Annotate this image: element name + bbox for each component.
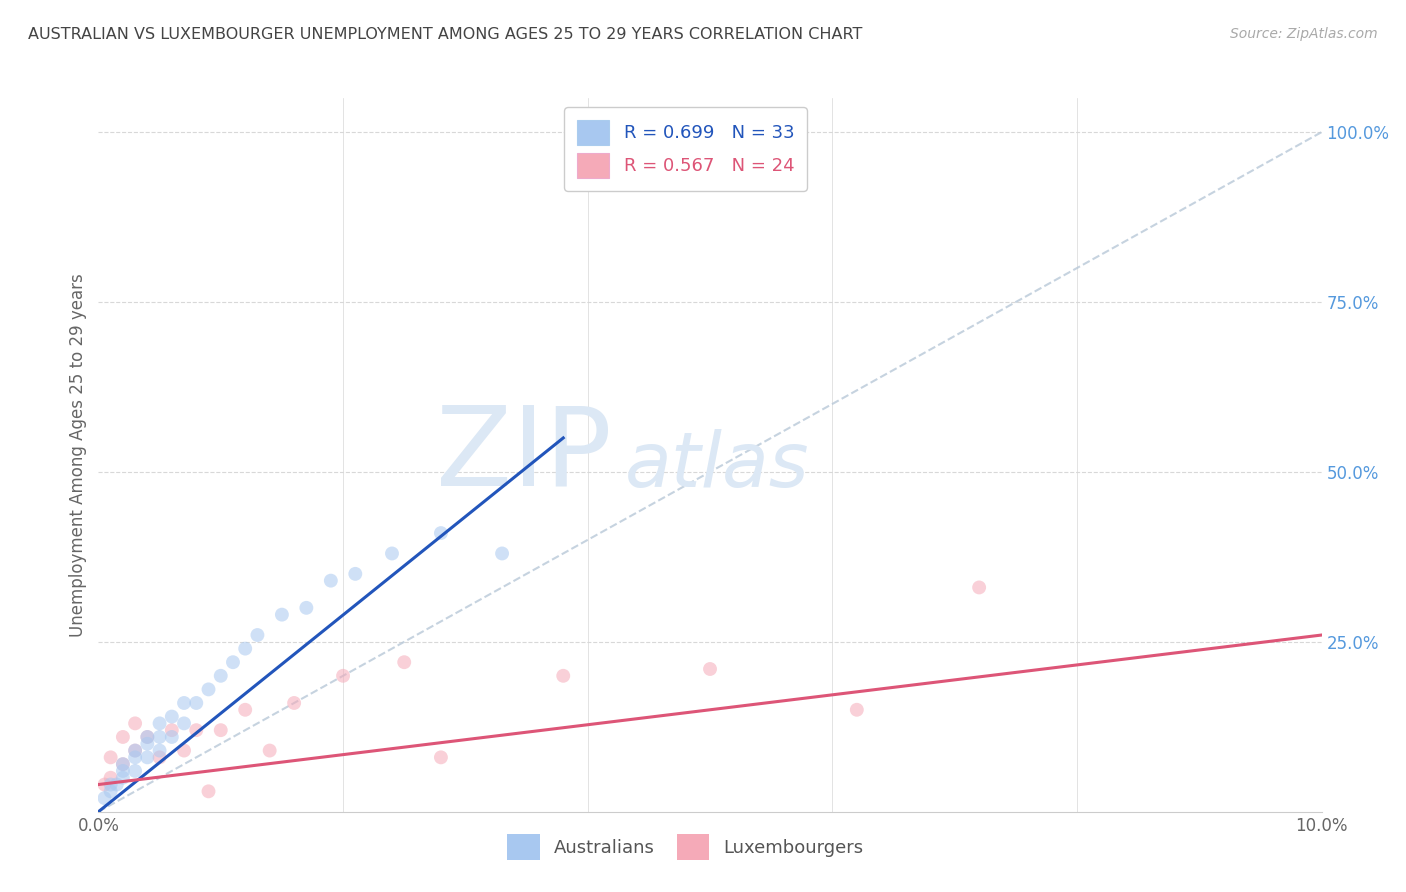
- Point: [197, 784, 219, 798]
- Point: [259, 743, 281, 757]
- Point: [392, 655, 416, 669]
- Point: [295, 600, 318, 615]
- Text: AUSTRALIAN VS LUXEMBOURGER UNEMPLOYMENT AMONG AGES 25 TO 29 YEARS CORRELATION CH: AUSTRALIAN VS LUXEMBOURGER UNEMPLOYMENT …: [28, 27, 862, 42]
- Point: [491, 546, 513, 560]
- Point: [100, 750, 122, 764]
- Point: [344, 566, 367, 581]
- Point: [93, 791, 115, 805]
- Point: [111, 757, 134, 772]
- Point: [124, 750, 146, 764]
- Point: [332, 669, 354, 683]
- Point: [124, 716, 146, 731]
- Point: [93, 778, 115, 792]
- Text: Source: ZipAtlas.com: Source: ZipAtlas.com: [1230, 27, 1378, 41]
- Point: [100, 784, 122, 798]
- Point: [173, 716, 195, 731]
- Point: [100, 771, 122, 785]
- Text: atlas: atlas: [624, 429, 808, 502]
- Point: [136, 730, 159, 744]
- Point: [149, 730, 172, 744]
- Point: [149, 743, 172, 757]
- Point: [209, 723, 232, 738]
- Point: [136, 737, 159, 751]
- Y-axis label: Unemployment Among Ages 25 to 29 years: Unemployment Among Ages 25 to 29 years: [69, 273, 87, 637]
- Point: [111, 771, 134, 785]
- Point: [111, 757, 134, 772]
- Point: [124, 764, 146, 778]
- Point: [319, 574, 342, 588]
- Point: [160, 723, 183, 738]
- Point: [699, 662, 721, 676]
- Point: [149, 716, 172, 731]
- Point: [105, 778, 128, 792]
- Point: [967, 581, 990, 595]
- Point: [160, 730, 183, 744]
- Point: [111, 730, 134, 744]
- Point: [111, 764, 134, 778]
- Point: [430, 526, 453, 541]
- Point: [186, 696, 208, 710]
- Point: [246, 628, 269, 642]
- Point: [186, 723, 208, 738]
- Point: [173, 696, 195, 710]
- Point: [845, 703, 868, 717]
- Point: [283, 696, 305, 710]
- Point: [233, 641, 256, 656]
- Point: [209, 669, 232, 683]
- Point: [100, 778, 122, 792]
- Point: [430, 750, 453, 764]
- Point: [173, 743, 195, 757]
- Point: [160, 709, 183, 723]
- Point: [149, 750, 172, 764]
- Point: [222, 655, 245, 669]
- Point: [124, 743, 146, 757]
- Point: [553, 669, 575, 683]
- Legend: Australians, Luxembourgers: Australians, Luxembourgers: [501, 827, 872, 867]
- Point: [136, 730, 159, 744]
- Point: [233, 703, 256, 717]
- Text: ZIP: ZIP: [436, 401, 612, 508]
- Point: [136, 750, 159, 764]
- Point: [197, 682, 219, 697]
- Point: [381, 546, 404, 560]
- Point: [124, 743, 146, 757]
- Point: [270, 607, 292, 622]
